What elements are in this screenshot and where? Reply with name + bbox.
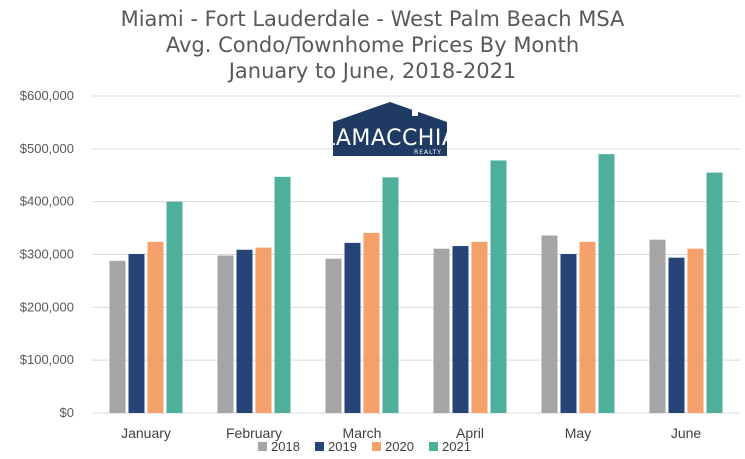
logo-roof-window-icon [412,110,418,116]
y-tick-label: $500,000 [20,141,74,156]
lamacchia-logo: LAMACCHIA REALTY [323,102,458,156]
bar-2020-june [687,248,704,413]
bar-2018-january [109,260,126,413]
legend-swatch-2018 [258,442,267,451]
bar-2021-april [490,160,507,413]
bar-2019-may [560,253,577,413]
x-tick-label: April [456,425,484,441]
logo-sub: REALTY [414,149,442,156]
x-tick-label: March [343,425,382,441]
legend-swatch-2020 [372,442,381,451]
legend-label-2021: 2021 [442,439,471,454]
bar-2021-february [274,176,291,413]
bar-2021-may [598,154,615,413]
bar-2021-june [706,172,723,413]
x-axis-ticks: January February March April May June [121,425,701,441]
bar-2019-january [128,253,145,413]
bar-2018-june [649,239,666,413]
bar-2021-march [382,177,399,413]
grid-lines [92,95,740,414]
chart-title: Miami - Fort Lauderdale - West Palm Beac… [0,6,745,84]
bar-2019-february [236,249,253,413]
legend-label-2018: 2018 [271,439,300,454]
x-tick-label: June [671,425,702,441]
x-tick-label: January [121,425,171,441]
x-tick-label: May [565,425,591,441]
chart-title-line-3: January to June, 2018-2021 [228,59,517,83]
bar-2018-february [217,255,234,413]
y-tick-label: $100,000 [20,352,74,367]
logo-name: LAMACCHIA [323,126,458,151]
x-tick-label: February [226,425,282,441]
bar-2019-june [668,257,685,413]
y-tick-label: $600,000 [20,88,74,103]
bar-2020-january [147,241,164,413]
y-tick-label: $0 [60,405,74,420]
bar-2018-march [325,258,342,413]
logo-banner [333,122,447,156]
bar-2018-may [541,235,558,413]
legend-label-2019: 2019 [328,439,357,454]
y-axis-ticks: $0 $100,000 $200,000 $300,000 $400,000 $500,0… [20,88,74,420]
bar-2019-march [344,242,361,413]
chart-title-line-2: Avg. Condo/Townhome Prices By Month [165,33,580,57]
y-tick-label: $400,000 [20,194,74,209]
chart-title-line-1: Miami - Fort Lauderdale - West Palm Beac… [120,7,625,31]
bar-2020-april [471,241,488,413]
bar-2021-january [166,201,183,413]
bar-2018-april [433,248,450,413]
bar-2020-february [255,247,272,413]
legend-label-2020: 2020 [385,439,414,454]
legend: 2018 2019 2020 2021 [258,439,471,454]
legend-swatch-2019 [315,442,324,451]
logo-roof [333,102,447,122]
bar-2020-may [579,241,596,413]
y-tick-label: $300,000 [20,247,74,262]
bar-2019-april [452,246,469,413]
y-tick-label: $200,000 [20,299,74,314]
bar-2020-march [363,232,380,413]
bars [109,154,723,413]
legend-swatch-2021 [429,442,438,451]
